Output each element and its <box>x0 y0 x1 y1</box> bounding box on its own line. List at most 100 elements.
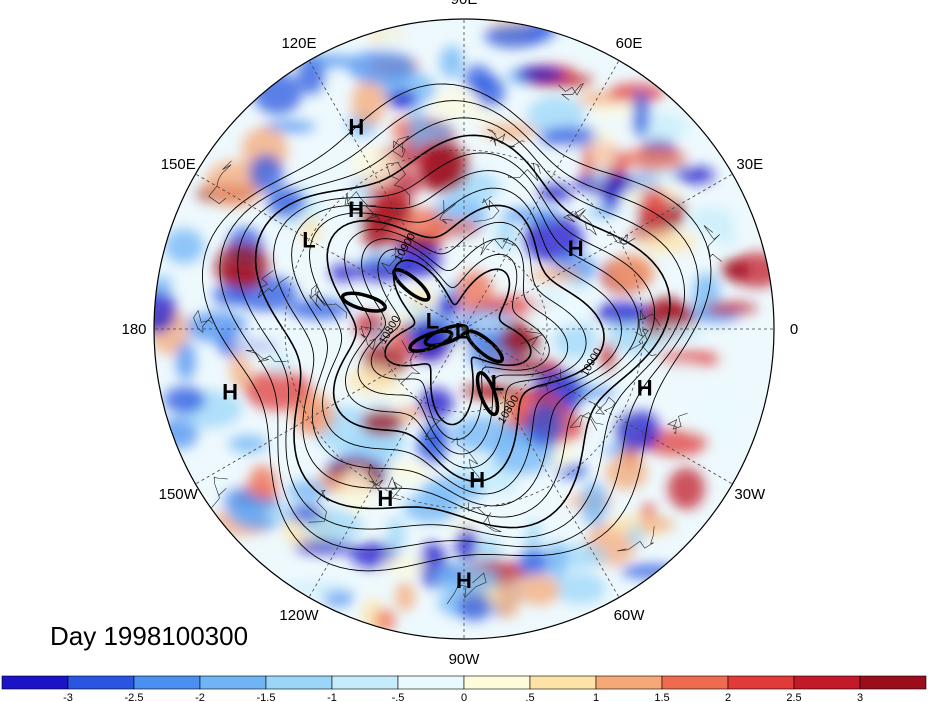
coastline-segment <box>387 476 403 500</box>
coastline-segment <box>468 502 502 533</box>
meridian-line <box>195 328 465 485</box>
anomaly-patch <box>667 467 705 510</box>
longitude-label: 90E <box>451 0 478 8</box>
anomaly-patch <box>435 295 462 318</box>
coastline-segment <box>386 162 411 205</box>
anomaly-patch <box>553 572 607 605</box>
high-pressure-label: H <box>348 114 364 139</box>
height-contour <box>344 221 587 469</box>
anomaly-patch <box>709 391 739 423</box>
coastline-segment <box>208 160 232 205</box>
anomaly-patch <box>381 235 442 248</box>
anomaly-patch <box>294 540 357 555</box>
anomaly-patch <box>233 323 299 363</box>
meridian-line <box>195 173 465 330</box>
longitude-label: 180 <box>121 321 146 338</box>
high-pressure-label: H <box>469 468 485 493</box>
high-pressure-label: H <box>222 380 238 405</box>
longitude-label: 120E <box>281 35 316 52</box>
colorbar-tick-label: 2 <box>725 692 731 702</box>
low-pressure-label: L <box>455 318 468 343</box>
low-pressure-label: L <box>491 370 504 395</box>
coastline-segment <box>400 340 421 385</box>
longitude-label: 150E <box>161 156 196 173</box>
anomaly-patch <box>527 96 586 136</box>
low-pressure-label: L <box>426 309 439 334</box>
colorbar-tick-label: 2.5 <box>786 692 801 702</box>
coastline-segment <box>634 309 661 337</box>
height-contour <box>237 117 686 538</box>
colorbar-swatch <box>133 675 201 690</box>
anomaly-patch <box>418 122 453 142</box>
coastline-segment <box>667 412 688 435</box>
anomaly-patch <box>496 217 516 252</box>
longitude-label: 0 <box>790 321 798 338</box>
high-pressure-label: H <box>568 236 584 261</box>
anomaly-patch <box>154 275 173 294</box>
anomaly-patch <box>164 228 204 264</box>
colorbar-swatch <box>265 675 333 690</box>
coastline-segment <box>391 135 410 158</box>
colorbar-tick-label: -.5 <box>392 692 405 702</box>
anomaly-patch <box>545 542 568 580</box>
anomaly-patch <box>643 429 709 457</box>
anomaly-patch <box>249 154 284 192</box>
colorbar-swatch <box>397 675 465 690</box>
anomaly-patch <box>538 126 602 148</box>
colorbar-swatch <box>793 675 861 690</box>
coastline-segment <box>480 237 516 256</box>
anomaly-patch <box>455 270 494 312</box>
anomaly-patch <box>228 434 268 454</box>
anomaly-patch <box>420 476 484 504</box>
jet-streak-contour <box>465 329 504 364</box>
anomaly-patch <box>518 574 561 606</box>
anomaly-patch <box>300 217 321 246</box>
map-boundary <box>153 18 775 640</box>
anomaly-patch <box>517 549 551 577</box>
meridian-line <box>308 328 465 598</box>
anomaly-patch <box>455 526 479 562</box>
anomaly-patch <box>632 90 650 138</box>
coastline-segment <box>520 331 544 355</box>
anomaly-patch <box>589 128 617 175</box>
longitude-label: 30W <box>734 486 766 503</box>
coastline-segment <box>424 415 445 441</box>
colorbar-tick-label: -2.5 <box>125 692 144 702</box>
anomaly-patch <box>351 146 397 188</box>
height-contour <box>326 204 605 483</box>
anomaly-patch <box>329 264 357 282</box>
longitude-labels: 90E 60E 30E 0 30W 60W 90W 120W 150W 180 150E 120E <box>121 0 798 668</box>
coastline-segment <box>364 205 394 233</box>
anomaly-patch <box>386 90 418 109</box>
coastline-segment <box>589 396 616 415</box>
anomaly-patch <box>639 188 670 223</box>
coastline-segment <box>314 293 347 319</box>
colorbar-tick-label: 0 <box>461 692 467 702</box>
anomaly-patch <box>610 253 656 291</box>
colorbar: -3 -2.5 -2 -1.5 -1 -.5 0 .5 1 1.5 2 2.5 3 <box>1 675 927 702</box>
anomaly-patch <box>574 385 617 399</box>
coastline-segment <box>380 246 400 275</box>
high-pressure-label: H <box>637 376 653 401</box>
anomaly-patch <box>267 187 306 218</box>
coastline-segment <box>360 326 377 351</box>
colorbar-swatch <box>727 675 795 690</box>
anomaly-patch <box>530 281 593 330</box>
anomaly-patch <box>268 352 292 375</box>
anomaly-patch <box>704 301 758 315</box>
anomaly-patch <box>374 608 396 633</box>
coastline-segment <box>209 476 228 511</box>
longitude-label: 120W <box>279 607 319 624</box>
meridian-line <box>463 328 620 598</box>
anomaly-patch <box>475 75 505 109</box>
colorbar-swatch <box>67 675 135 690</box>
coastline-segment <box>473 195 500 222</box>
height-contour <box>291 170 639 507</box>
latitude-circle <box>380 245 548 413</box>
meridian-line <box>463 60 620 330</box>
anomaly-patch <box>502 207 559 223</box>
longitude-label: 60E <box>616 35 643 52</box>
anomaly-patch <box>253 72 302 115</box>
